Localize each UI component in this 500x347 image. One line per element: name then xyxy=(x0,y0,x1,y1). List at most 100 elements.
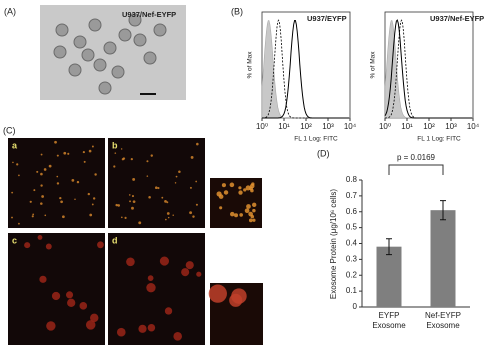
spot xyxy=(37,235,43,240)
y-axis-label: % of Max xyxy=(247,51,254,79)
spot xyxy=(83,160,86,163)
spot xyxy=(90,313,99,323)
spot xyxy=(56,175,59,178)
spot xyxy=(39,275,47,283)
spot xyxy=(252,218,256,222)
spot xyxy=(46,321,56,331)
x-tick-label: Nef-EYFP Exosome xyxy=(425,311,461,330)
spot xyxy=(166,201,169,204)
spot xyxy=(147,275,154,281)
spot xyxy=(234,213,239,218)
spot xyxy=(129,200,131,203)
spot xyxy=(67,298,76,307)
y-tick-label: 0.4 xyxy=(346,239,358,248)
spot xyxy=(146,282,156,293)
cell xyxy=(73,35,87,49)
spot xyxy=(146,175,149,177)
y-tick-label: 0.8 xyxy=(346,175,358,184)
spot xyxy=(196,142,199,146)
spot xyxy=(65,291,74,299)
spot xyxy=(138,221,142,225)
spot xyxy=(116,327,126,337)
x-tick-label: EYFP Exosome xyxy=(372,311,406,330)
spot xyxy=(82,150,85,154)
spot xyxy=(92,197,96,200)
spot xyxy=(43,168,47,171)
spot xyxy=(16,163,19,166)
spot xyxy=(131,206,134,210)
bar-chart: 0 0.1 0.2 0.3 0.4 0.5 0.6 0.7 0.8 EYFP Exosome Nef-… xyxy=(346,153,470,330)
spot xyxy=(63,151,67,155)
x-tick-label: 10² xyxy=(423,122,435,131)
spot xyxy=(31,215,34,218)
spot xyxy=(148,195,151,199)
cell xyxy=(143,51,157,65)
plot-title: U937/EYFP xyxy=(307,14,347,23)
sub-label: a xyxy=(12,140,18,150)
x-axis-label: FL 1 Log: FITC xyxy=(294,136,338,143)
spot xyxy=(246,204,251,209)
isotype-fill xyxy=(261,20,350,119)
cell xyxy=(98,81,112,95)
spot xyxy=(173,332,182,341)
spot xyxy=(115,203,118,207)
spot xyxy=(250,188,254,193)
spot xyxy=(175,175,178,178)
spot xyxy=(146,160,149,163)
spot xyxy=(89,213,93,217)
spot xyxy=(167,216,170,219)
spot xyxy=(33,189,36,192)
sub-label: d xyxy=(112,235,118,245)
spot xyxy=(60,200,63,204)
spot xyxy=(128,194,131,196)
spot xyxy=(166,212,170,215)
x-tick-label: 10³ xyxy=(445,122,457,131)
plot-title: U937/Nef-EYFP xyxy=(430,14,484,23)
cell xyxy=(153,23,167,37)
spot xyxy=(250,214,255,219)
spot xyxy=(121,216,123,219)
cell xyxy=(111,65,125,79)
spot xyxy=(40,153,43,156)
spot xyxy=(76,180,80,184)
spot xyxy=(88,149,92,153)
x-tick-label: 10¹ xyxy=(401,122,413,131)
spot xyxy=(185,261,194,270)
spot xyxy=(243,188,247,192)
spot xyxy=(154,186,158,189)
bar xyxy=(430,210,456,307)
spot xyxy=(85,320,96,330)
isotype-fill xyxy=(384,20,473,119)
y-tick-label: 0.1 xyxy=(346,286,358,295)
spot xyxy=(161,196,164,199)
cell xyxy=(118,28,132,42)
y-axis-label: % of Max xyxy=(370,51,377,79)
spot xyxy=(79,302,88,310)
spot xyxy=(130,158,133,161)
spot xyxy=(40,202,43,205)
x-axis-label: FL 1 Log: FITC xyxy=(417,136,461,143)
spot xyxy=(150,154,153,157)
micrograph xyxy=(8,138,105,228)
spot xyxy=(189,211,193,215)
spot xyxy=(219,206,223,210)
cell xyxy=(81,48,95,62)
spot xyxy=(32,213,35,216)
spot xyxy=(36,170,39,173)
x-tick-label: 10⁰ xyxy=(379,122,391,131)
panel-label: (A) xyxy=(4,6,16,16)
y-tick-label: 0.3 xyxy=(346,254,358,263)
annotation: p = 0.0169 xyxy=(397,153,436,162)
spot xyxy=(18,174,20,177)
x-tick-label: 10³ xyxy=(322,122,334,131)
spot xyxy=(189,186,192,189)
spot xyxy=(196,271,202,277)
spot xyxy=(195,180,198,183)
cell xyxy=(103,41,117,55)
panel-label: (D) xyxy=(317,148,330,158)
spot xyxy=(164,200,167,203)
spot xyxy=(40,172,43,176)
spot xyxy=(252,208,256,213)
spot xyxy=(178,170,181,173)
